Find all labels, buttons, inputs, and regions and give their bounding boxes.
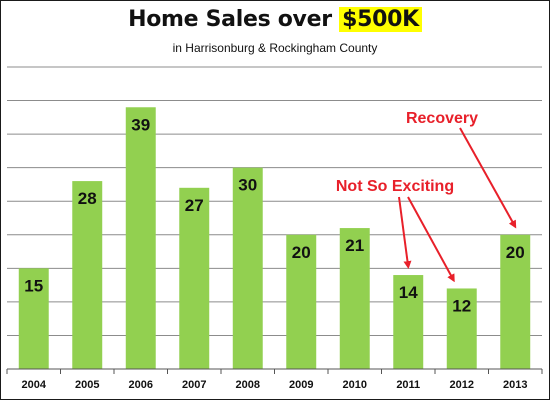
x-tick-2008: 2008 [236,379,260,391]
data-label-2004: 15 [24,276,43,295]
bar-2013 [500,234,531,369]
data-label-2008: 30 [238,176,257,195]
bar-2011 [393,275,424,369]
bar-2010 [339,228,370,369]
bar-2006 [125,107,156,370]
bar-2007 [179,187,210,369]
bar-2012 [446,288,477,369]
x-tick-2006: 2006 [129,379,153,391]
annotation-arrow-2012 [407,196,455,283]
bar-2009 [286,234,317,369]
x-tick-2013: 2013 [503,379,527,391]
chart-subtitle: in Harrisonburg & Rockingham County [172,41,378,55]
data-label-2012: 12 [452,296,471,315]
annotation-arrow-2013 [459,127,517,229]
bar-2004 [18,268,49,369]
data-label-2013: 20 [506,243,525,262]
data-label-2005: 28 [78,189,97,208]
x-tick-2007: 2007 [182,379,206,391]
x-tick-2011: 2011 [396,379,420,391]
bar-2005 [72,181,103,369]
annotation-text-1: Not So Exciting [336,178,454,195]
chart-title-highlight: $500K [339,7,422,32]
data-label-2011: 14 [399,283,418,302]
data-label-2006: 39 [131,115,150,134]
chart-title-prefix: Home Sales over [128,7,340,32]
annotation-text-0: Recovery [406,110,478,127]
x-tick-2009: 2009 [289,379,313,391]
x-tick-2005: 2005 [75,379,99,391]
data-label-2007: 27 [185,196,204,215]
data-label-2009: 20 [292,243,311,262]
x-tick-2010: 2010 [343,379,367,391]
data-label-2010: 21 [345,236,364,255]
chart-title: Home Sales over $500K [1,7,549,32]
annotation-arrow-2011 [398,196,412,270]
x-tick-2012: 2012 [450,379,474,391]
bar-2008 [232,167,263,369]
x-tick-2004: 2004 [22,379,47,391]
